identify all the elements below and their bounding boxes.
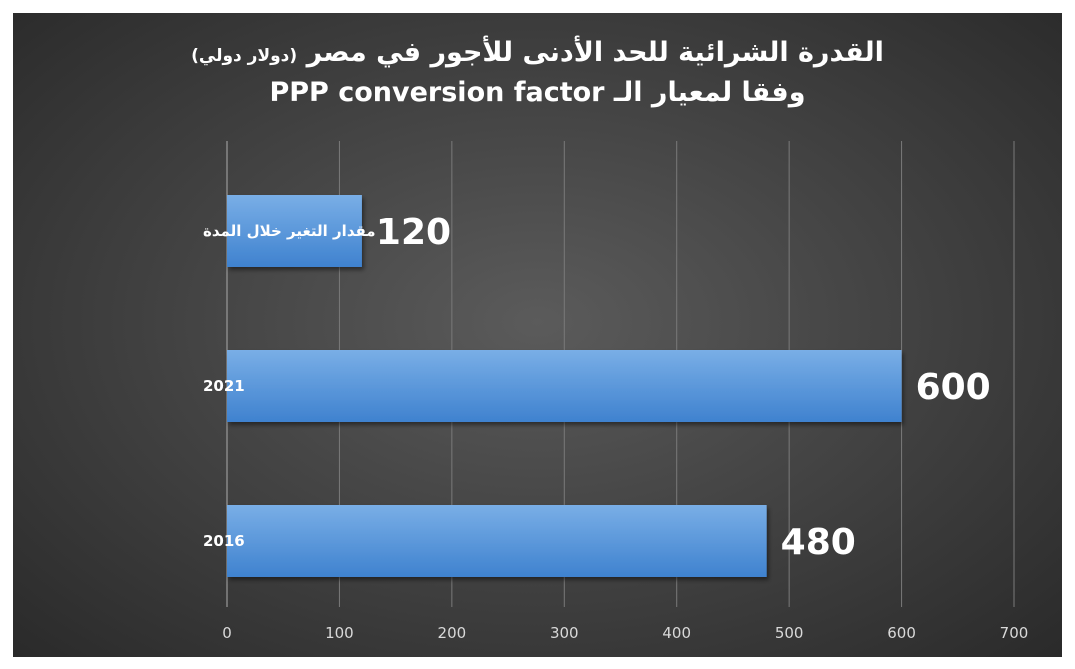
x-tick-label-0: 0 xyxy=(222,624,232,642)
bar-chart: 0 100 200 300 400 500 600 700 مقدار التغير خلال … xyxy=(203,141,1029,642)
bar-1 xyxy=(227,350,902,422)
data-label-0: 120 xyxy=(376,212,451,253)
x-tick-label-100: 100 xyxy=(325,624,354,642)
bar-0 xyxy=(227,195,362,267)
chart-title-unit: (دولار دولي) xyxy=(191,46,298,66)
x-tick-label-700: 700 xyxy=(1000,624,1029,642)
data-label-1: 600 xyxy=(916,367,991,408)
x-tick-label-200: 200 xyxy=(438,624,467,642)
x-tick-label-300: 300 xyxy=(550,624,579,642)
x-tick-label-600: 600 xyxy=(887,624,916,642)
category-label-1: 2021 xyxy=(203,377,245,395)
x-tick-label-400: 400 xyxy=(662,624,691,642)
chart-title: القدرة الشرائية للحد الأدنى للأجور في مص… xyxy=(13,37,1062,68)
category-label-2: 2016 xyxy=(203,532,245,550)
chart-frame: القدرة الشرائية للحد الأدنى للأجور في مص… xyxy=(13,13,1062,657)
bar-2 xyxy=(227,505,767,577)
chart-title-main: القدرة الشرائية للحد الأدنى للأجور في مص… xyxy=(306,37,884,68)
data-label-2: 480 xyxy=(781,522,856,563)
x-tick-label-500: 500 xyxy=(775,624,804,642)
category-label-0: مقدار التغير خلال المدة xyxy=(203,222,376,240)
chart-subtitle: وفقا لمعيار الـ PPP conversion factor xyxy=(269,77,806,108)
